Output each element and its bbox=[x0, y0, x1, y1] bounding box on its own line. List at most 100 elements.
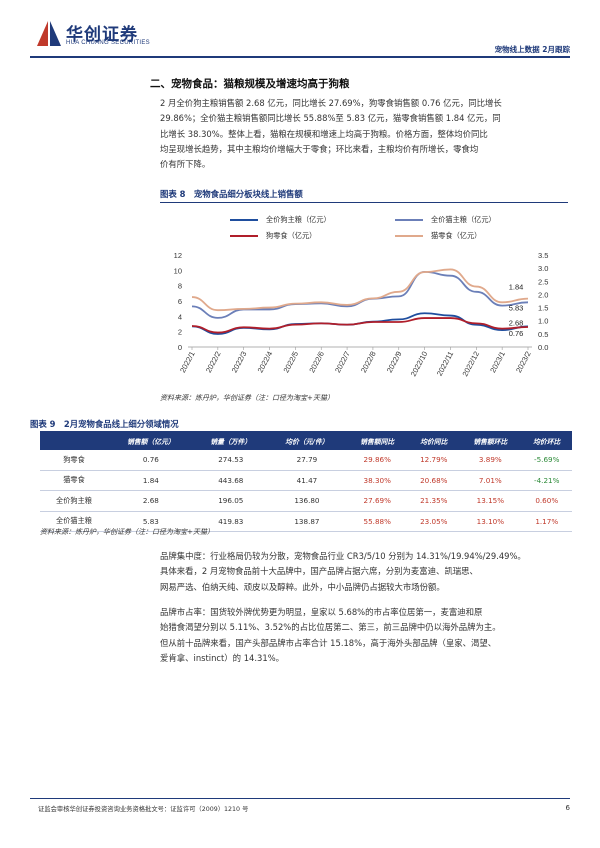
table-cell: 274.53 bbox=[193, 450, 268, 471]
table-cell: -5.69% bbox=[521, 450, 572, 471]
figure-8-title: 图表 8 宠物食品细分板块线上销售额 bbox=[160, 189, 303, 199]
table-cell: 3.89% bbox=[459, 450, 522, 471]
table-cell: 1.17% bbox=[521, 511, 572, 532]
row-label: 全价猫主粮 bbox=[40, 511, 108, 532]
paragraph-line: 品牌集中度：行业格局仍较为分散，宠物食品行业 CR3/5/10 分别为 14.3… bbox=[160, 551, 526, 561]
legend-swatch bbox=[395, 235, 423, 237]
x-tick-label: 2022/2 bbox=[204, 350, 223, 374]
left-tick-label: 12 bbox=[174, 251, 182, 260]
table-header-row: 销售额（亿元） 销量（万件） 均价（元/件） 销售额同比 均价同比 销售额环比 … bbox=[40, 431, 572, 450]
right-tick-label: 3.0 bbox=[538, 264, 548, 273]
table-cell: 27.69% bbox=[346, 490, 409, 512]
figure-8-divider bbox=[160, 202, 568, 203]
legend-label: 猫零食（亿元） bbox=[431, 231, 482, 240]
data-label: 5.83 bbox=[509, 303, 524, 312]
paragraph-line: 品牌市占率：国货较外牌优势更为明显，皇家以 5.68%的市占率位居第一，麦富迪和… bbox=[160, 607, 483, 617]
page-number: 6 bbox=[565, 804, 570, 812]
table-row: 全价狗主粮 2.68 196.05 136.80 27.69% 21.35% 1… bbox=[40, 490, 572, 512]
x-tick-label: 2022/4 bbox=[256, 350, 275, 374]
table-cell: 5.83 bbox=[108, 511, 194, 532]
paragraph-line: 均呈现增长趋势，其中主粮均价增幅大于零食；环比来看，主粮均价有所增长，零食均 bbox=[160, 143, 479, 154]
right-tick-label: 0.5 bbox=[538, 330, 548, 339]
table-header-cell: 销售额环比 bbox=[459, 431, 522, 450]
table-row: 狗零食 0.76 274.53 27.79 29.86% 12.79% 3.89… bbox=[40, 450, 572, 471]
table-header-cell: 销售额同比 bbox=[346, 431, 409, 450]
series-line bbox=[191, 268, 529, 312]
logo-name: 华创证券 bbox=[66, 25, 138, 45]
left-tick-label: 4 bbox=[178, 312, 182, 321]
brand-concentration-paragraph: 品牌集中度：行业格局仍较为分散，宠物食品行业 CR3/5/10 分别为 14.3… bbox=[160, 549, 568, 595]
left-tick-label: 8 bbox=[178, 282, 182, 291]
table-header-cell: 均价环比 bbox=[521, 431, 572, 450]
x-tick-label: 2022/12 bbox=[460, 350, 481, 378]
right-tick-label: 3.5 bbox=[538, 251, 548, 260]
section-paragraph: 2 月全价狗主粮销售额 2.68 亿元，同比增长 27.69%，狗零食销售额 0… bbox=[160, 96, 568, 172]
series-line bbox=[191, 270, 529, 319]
table-cell: 23.05% bbox=[408, 511, 460, 532]
table-cell: 419.83 bbox=[193, 511, 268, 532]
table-row: 全价猫主粮 5.83 419.83 138.87 55.88% 23.05% 1… bbox=[40, 511, 572, 532]
table-cell: 27.79 bbox=[267, 450, 347, 471]
legend-swatch bbox=[395, 219, 423, 221]
x-tick-label: 2022/8 bbox=[359, 350, 378, 374]
row-label: 全价狗主粮 bbox=[40, 490, 108, 512]
table-header-cell: 均价（元/件） bbox=[267, 431, 347, 450]
data-label: 0.76 bbox=[509, 329, 524, 338]
table-row: 猫零食 1.84 443.68 41.47 38.30% 20.68% 7.01… bbox=[40, 470, 572, 491]
x-tick-label: 2022/5 bbox=[281, 350, 300, 374]
right-tick-label: 1.5 bbox=[538, 304, 548, 313]
left-tick-label: 10 bbox=[174, 266, 182, 275]
x-tick-label: 2023/1 bbox=[488, 350, 507, 374]
table-cell: 196.05 bbox=[193, 490, 268, 512]
table-cell: 13.15% bbox=[459, 490, 522, 512]
data-label: 2.68 bbox=[509, 318, 524, 327]
logo-icon bbox=[37, 21, 61, 46]
paragraph-line: 价有所下降。 bbox=[160, 159, 211, 170]
paragraph-line: 2 月全价狗主粮销售额 2.68 亿元，同比增长 27.69%，狗零食销售额 0… bbox=[160, 98, 502, 108]
header-report-title: 宠物线上数据 2月跟踪 bbox=[494, 45, 570, 54]
paragraph-line: 网易严选、伯纳天纯、顽皮以及醇粹。此外，中小品牌仍占据较大市场份额。 bbox=[160, 581, 445, 592]
table-9-title: 图表 9 2月宠物食品线上细分领域情况 bbox=[30, 419, 179, 429]
table-9-source: 资料来源：炼丹炉，华创证券（注：口径为淘宝+天猫） bbox=[40, 528, 214, 536]
x-tick-label: 2022/11 bbox=[435, 350, 455, 378]
x-tick-label: 2023/2 bbox=[514, 350, 533, 374]
legend-item: 全价猫主粮（亿元） bbox=[395, 215, 496, 225]
table-cell: 0.60% bbox=[521, 490, 572, 512]
paragraph-line: 具体来看，2 月宠物食品前十大品牌中，国产品牌占据六席，分别为麦富迪、凯瑞思、 bbox=[160, 566, 478, 577]
footer-license: 证监会审核华创证券投资咨询业务资格批文号：证监许可（2009）1210 号 bbox=[38, 806, 249, 813]
table-header-cell bbox=[40, 431, 108, 450]
table-cell: 20.68% bbox=[408, 470, 460, 491]
paragraph-line: 爱肯拿、instinct）的 14.31%。 bbox=[160, 652, 285, 663]
x-tick-label: 2022/6 bbox=[307, 350, 326, 374]
legend-label: 全价狗主粮（亿元） bbox=[266, 215, 331, 224]
series-line bbox=[191, 317, 529, 334]
table-cell: 136.80 bbox=[267, 490, 347, 512]
legend-item: 猫零食（亿元） bbox=[395, 231, 481, 241]
brand-share-paragraph: 品牌市占率：国货较外牌优势更为明显，皇家以 5.68%的市占率位居第一，麦富迪和… bbox=[160, 605, 568, 666]
legend-swatch bbox=[230, 219, 258, 221]
row-label: 狗零食 bbox=[40, 450, 108, 471]
table-cell: 443.68 bbox=[193, 470, 268, 491]
table-cell: 0.76 bbox=[108, 450, 194, 471]
right-tick-label: 2.5 bbox=[538, 277, 548, 286]
legend-label: 全价猫主粮（亿元） bbox=[431, 215, 496, 224]
logo-english: HUA CHUANG SECURITIES bbox=[66, 40, 150, 46]
footer-divider bbox=[30, 798, 570, 799]
table-header-cell: 销售额（亿元） bbox=[108, 431, 194, 450]
right-tick-label: 2.0 bbox=[538, 290, 548, 299]
right-tick-label: 1.0 bbox=[538, 317, 548, 326]
table-cell: -4.21% bbox=[521, 470, 572, 491]
table-cell: 21.35% bbox=[408, 490, 460, 512]
paragraph-line: 但从前十品牌来看，国产头部品牌市占率合计 15.18%，高于海外头部品牌（皇家、… bbox=[160, 637, 497, 648]
table-cell: 29.86% bbox=[346, 450, 409, 471]
table-cell: 55.88% bbox=[346, 511, 409, 532]
table-cell: 1.84 bbox=[108, 470, 194, 491]
legend-label: 狗零食（亿元） bbox=[266, 231, 317, 240]
x-tick-label: 2022/3 bbox=[230, 350, 249, 374]
table-header-cell: 销量（万件） bbox=[193, 431, 268, 450]
table-cell: 12.79% bbox=[408, 450, 460, 471]
x-tick-label: 2022/9 bbox=[385, 350, 404, 374]
left-tick-label: 6 bbox=[178, 297, 182, 306]
x-tick-label: 2022/1 bbox=[178, 350, 197, 374]
